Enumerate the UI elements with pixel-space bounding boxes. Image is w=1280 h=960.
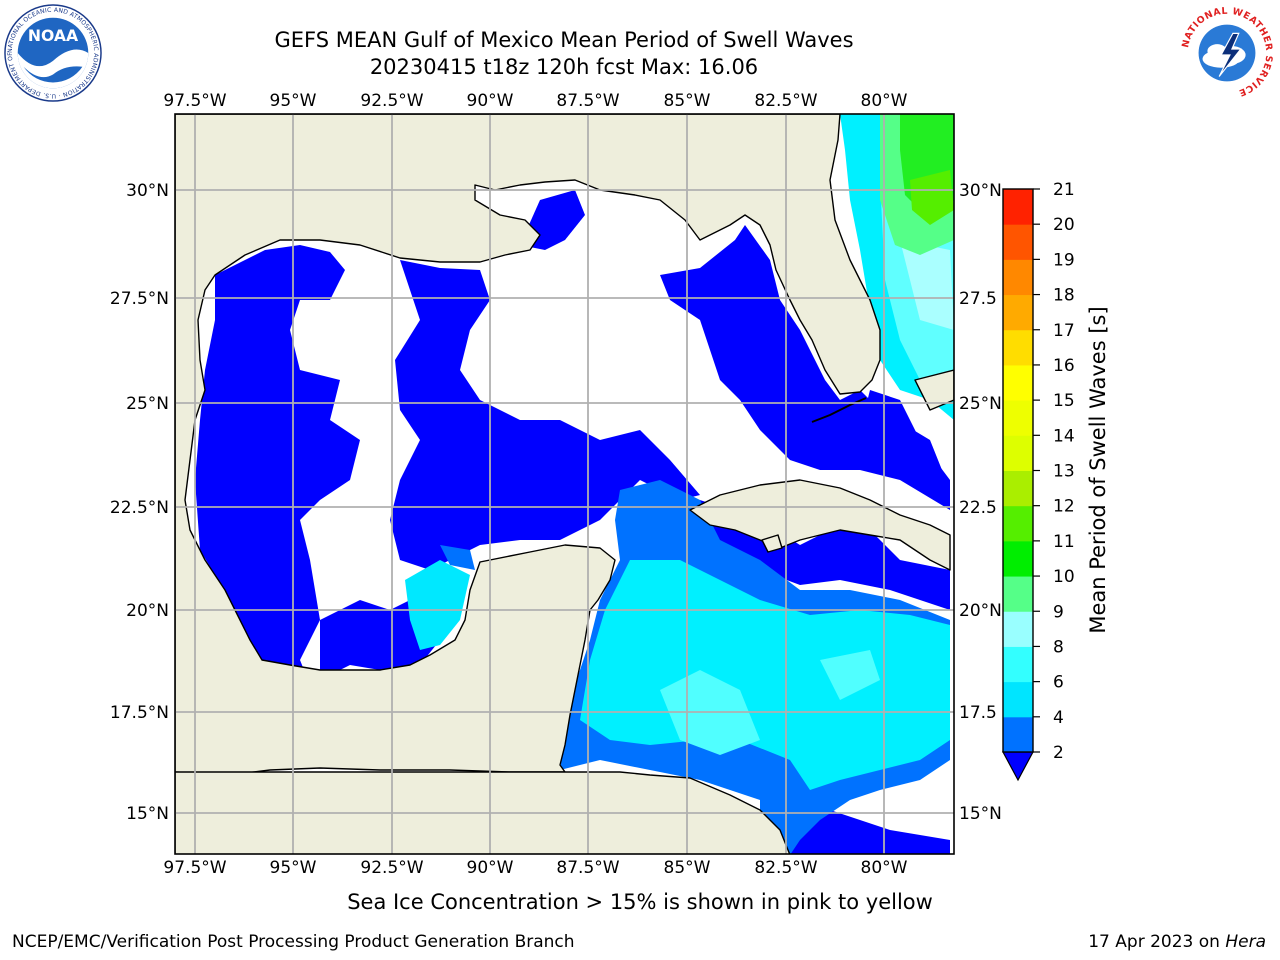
lon-bottom-label: 80°W [861,858,908,878]
lon-bottom-label: 97.5°W [163,858,226,878]
footer-date: 17 Apr 2023 on Hera [1088,932,1266,952]
lat-right-label: 22.5 [959,498,997,518]
lat-right-label: 17.5 [959,703,997,723]
colorbar-tick-label: 14 [1053,426,1075,446]
gulf-west-shading [195,245,360,685]
land-isle-of-youth [761,534,783,553]
lat-labels-left: 30°N 27.5°N 25°N 22.5°N 20°N 17.5°N 15°N [110,181,169,824]
lon-bottom-label: 87.5°W [556,858,619,878]
colorbar-tick-label: 19 [1053,250,1075,270]
colorbar-tick-label: 10 [1053,567,1075,587]
lon-bottom-label: 85°W [664,858,711,878]
colorbar-tick-label: 11 [1053,532,1075,552]
lat-right-label: 27.5 [959,289,997,309]
map-plot-area [175,114,954,854]
colorbar-tick-label: 16 [1053,356,1075,376]
lon-top-label: 87.5°W [556,91,619,111]
colorbar-label: Mean Period of Swell Waves [s] [1086,306,1110,633]
colorbar-tick-label: 9 [1053,602,1064,622]
colorbar-tick-label: 12 [1053,497,1075,517]
lat-left-label: 15°N [126,804,169,824]
colorbar-cell [1003,224,1033,260]
lat-left-label: 20°N [126,601,169,621]
sea-ice-note: Sea Ice Concentration > 15% is shown in … [347,890,933,914]
lon-bottom-label: 95°W [270,858,317,878]
colorbar-cell [1003,364,1033,401]
colorbar-tick-label: 4 [1053,708,1064,728]
lon-labels-top: 97.5°W 95°W 92.5°W 90°W 87.5°W 85°W 82.5… [163,91,907,111]
colorbar-cell [1003,611,1033,647]
colorbar-ticks: 2 4 6 8 9 10 11 12 13 14 15 16 17 18 19 20 21 [1033,180,1075,763]
colorbar-cell [1003,540,1033,577]
map-frame [174,113,955,855]
lat-right-label: 30°N [959,181,1002,201]
colorbar-cell [1003,189,1033,225]
colorbar-cell [1003,329,1033,366]
footer-host: Hera [1225,932,1266,952]
colorbar-tick-label: 20 [1053,215,1075,235]
colorbar-tick-label: 6 [1053,673,1064,693]
lat-right-label: 20°N [959,601,1002,621]
lat-right-label: 25°N [959,394,1002,414]
campeche-4-6s [405,560,470,650]
lon-top-label: 85°W [664,91,711,111]
lat-left-label: 25°N [126,394,169,414]
colorbar-cell [1003,435,1033,471]
colorbar-cell [1003,716,1033,753]
noaa-logo: NATIONAL OCEANIC AND ATMOSPHERIC ADMINIS… [4,4,102,102]
lat-left-label: 30°N [126,181,169,201]
land-us-mexico-north [175,114,881,776]
lon-top-label: 90°W [467,91,514,111]
colorbar-tick-label: 13 [1053,462,1075,482]
figure-subtitle: 20230415 t18z 120h fcst Max: 16.06 [369,55,759,79]
lon-labels-bottom: 97.5°W 95°W 92.5°W 90°W 87.5°W 85°W 82.5… [163,858,907,878]
colorbar-cell [1003,646,1033,683]
lon-top-label: 92.5°W [360,91,423,111]
noaa-logo-text: NOAA [28,26,79,45]
lon-bottom-label: 82.5°W [754,858,817,878]
footer-credit: NCEP/EMC/Verification Post Processing Pr… [12,932,575,952]
colorbar-under-triangle [1001,751,1035,782]
colorbar-cell [1003,294,1033,331]
lon-top-label: 97.5°W [163,91,226,111]
colorbar: 2 4 6 8 9 10 11 12 13 14 15 16 17 18 19 20 21 Mean Perio… [1001,180,1110,782]
swell-period-field [175,114,954,854]
colorbar-cell [1003,470,1033,507]
nws-logo: NATIONAL WEATHER SERVICE [1178,4,1276,102]
lat-left-label: 27.5°N [110,289,169,309]
lon-top-label: 82.5°W [754,91,817,111]
colorbar-cell [1003,259,1033,296]
atlantic-8-9s [900,240,954,330]
land-hispaniola-edge [914,369,954,411]
colorbar-cell [1003,505,1033,542]
lon-top-label: 95°W [270,91,317,111]
lat-right-label: 15°N [959,804,1002,824]
lon-bottom-label: 90°W [467,858,514,878]
caribbean-4-6s [580,560,950,790]
colorbar-cell [1003,681,1033,718]
colorbar-cell [1003,576,1033,612]
colorbar-tick-label: 15 [1053,391,1075,411]
lon-top-label: 80°W [861,91,908,111]
colorbar-tick-label: 18 [1053,286,1075,306]
colorbar-cells [1003,189,1033,753]
lat-labels-right: 30°N 27.5 25°N 22.5 20°N 17.5 15°N [959,181,1002,824]
florida-keys [811,397,867,423]
colorbar-tick-label: 21 [1053,180,1075,200]
colorbar-tick-label: 17 [1053,321,1075,341]
bahamas-blue [860,390,950,505]
lat-left-label: 17.5°N [110,703,169,723]
figure-title: GEFS MEAN Gulf of Mexico Mean Period of … [274,28,854,52]
map-gridlines [175,114,954,854]
lon-bottom-label: 92.5°W [360,858,423,878]
atlantic-11-12s [910,170,954,225]
colorbar-tick-label: 2 [1053,743,1064,763]
colorbar-tick-label: 8 [1053,637,1064,657]
lat-left-label: 22.5°N [110,498,169,518]
footer-date-text: 17 Apr 2023 on [1088,932,1226,952]
colorbar-cell [1003,400,1033,436]
